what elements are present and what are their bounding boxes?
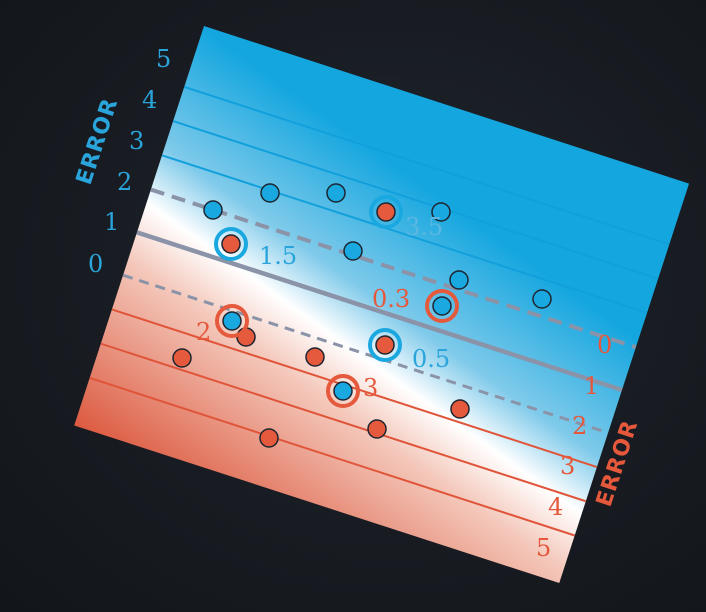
error-point-0-3 bbox=[425, 289, 459, 323]
error-point-3-5 bbox=[369, 195, 403, 229]
left-tick-4: 4 bbox=[142, 86, 157, 114]
right-tick-1: 1 bbox=[584, 372, 599, 400]
red-point bbox=[172, 348, 192, 368]
error-label-1-5: 1.5 bbox=[259, 242, 297, 270]
right-tick-2: 2 bbox=[572, 412, 587, 440]
error-label-3-5: 3.5 bbox=[405, 213, 443, 241]
error-label-3: 3 bbox=[363, 374, 378, 402]
red-point bbox=[305, 347, 325, 367]
gradient-field bbox=[74, 26, 690, 584]
blue-contour-1 bbox=[161, 154, 648, 314]
red-point bbox=[236, 327, 256, 347]
red-points bbox=[172, 327, 470, 448]
right-tick-0: 0 bbox=[597, 331, 612, 359]
error-point-2 bbox=[215, 304, 249, 338]
red-contour-1 bbox=[111, 308, 598, 468]
left-tick-0: 0 bbox=[88, 250, 103, 278]
decision-boundary bbox=[136, 230, 623, 393]
blue-point bbox=[203, 200, 223, 220]
field-panel bbox=[74, 26, 690, 584]
blue-point bbox=[449, 270, 469, 290]
right-tick-4: 4 bbox=[548, 493, 563, 521]
red-point bbox=[450, 399, 470, 419]
upper-margin-line bbox=[150, 187, 637, 350]
red-contour-2 bbox=[100, 342, 587, 503]
left-tick-2: 2 bbox=[117, 168, 132, 196]
error-points bbox=[214, 195, 459, 408]
blue-point bbox=[532, 289, 552, 309]
error-point-1-5 bbox=[214, 227, 248, 261]
blue-point bbox=[431, 202, 451, 222]
left-axis-title: ERROR bbox=[72, 95, 123, 188]
blue-contour-3 bbox=[183, 85, 670, 246]
red-point bbox=[259, 428, 279, 448]
right-tick-5: 5 bbox=[536, 534, 551, 562]
left-tick-3: 3 bbox=[129, 127, 144, 155]
red-point bbox=[367, 419, 387, 439]
blue-points bbox=[203, 183, 552, 309]
left-tick-1: 1 bbox=[104, 208, 119, 236]
right-tick-3: 3 bbox=[560, 452, 575, 480]
blue-point bbox=[260, 183, 280, 203]
error-label-0-3: 0.3 bbox=[372, 285, 410, 313]
blue-point bbox=[343, 241, 363, 261]
red-contour-3 bbox=[89, 376, 576, 537]
blue-point bbox=[326, 183, 346, 203]
error-label-2: 2 bbox=[196, 318, 211, 346]
blue-contour-2 bbox=[172, 120, 659, 280]
error-point-0-5 bbox=[368, 328, 402, 362]
error-point-3 bbox=[326, 374, 360, 408]
left-tick-5: 5 bbox=[156, 45, 171, 73]
error-label-0-5: 0.5 bbox=[412, 345, 450, 373]
